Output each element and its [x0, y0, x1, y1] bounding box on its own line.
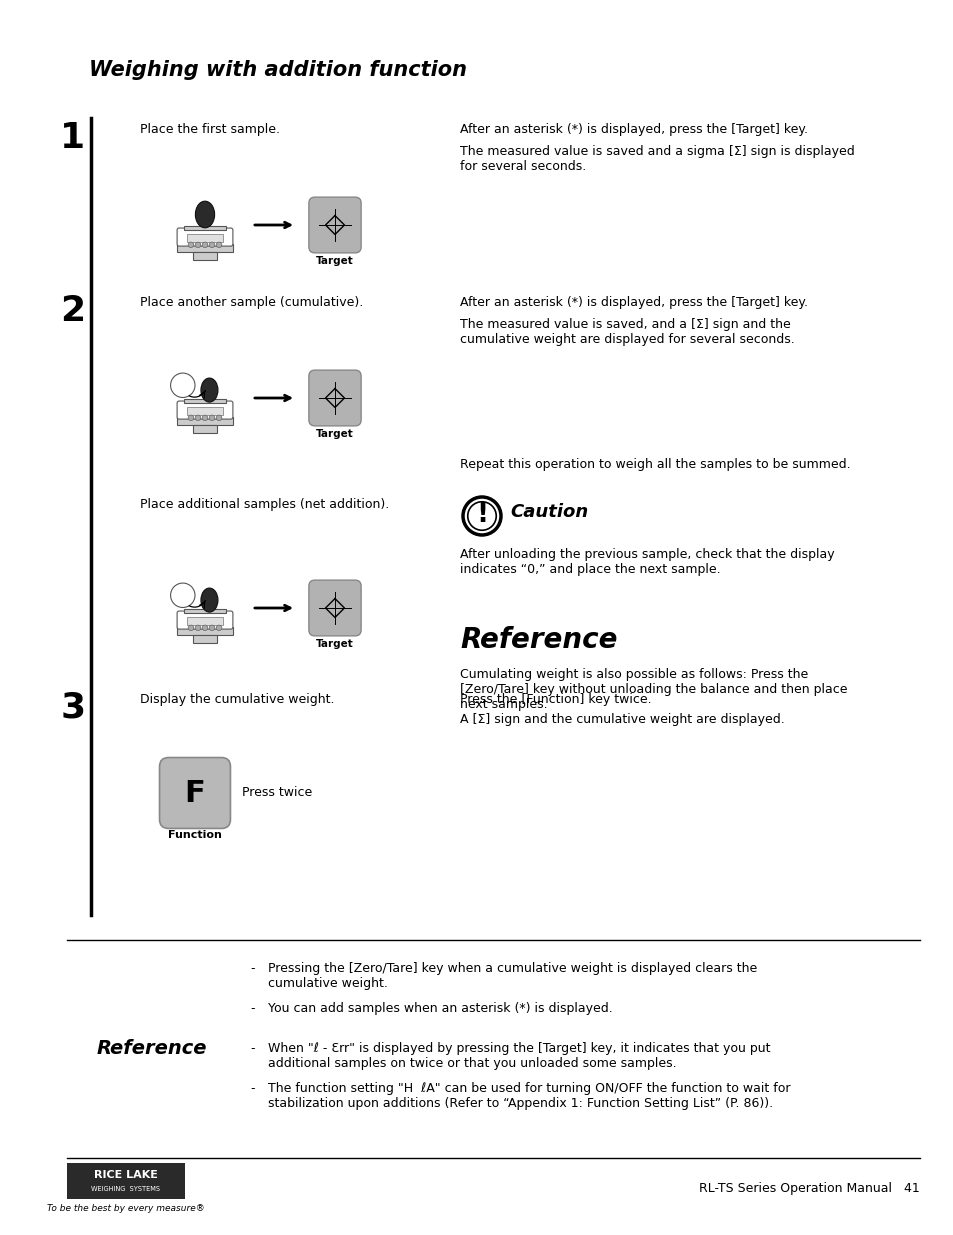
Text: Display the cumulative weight.: Display the cumulative weight.: [140, 693, 335, 706]
Text: A [Σ] sign and the cumulative weight are displayed.: A [Σ] sign and the cumulative weight are…: [459, 713, 784, 726]
Circle shape: [202, 625, 208, 631]
Circle shape: [188, 625, 193, 631]
FancyBboxPatch shape: [309, 198, 361, 253]
Text: Pressing the [Zero/Tare] key when a cumulative weight is displayed clears the
cu: Pressing the [Zero/Tare] key when a cumu…: [268, 962, 757, 990]
Text: Target: Target: [315, 429, 354, 438]
Bar: [193, 425, 216, 432]
Text: The function setting "Η  ℓΑ" can be used for turning ON/OFF the function to wait: The function setting "Η ℓΑ" can be used …: [268, 1082, 790, 1110]
Text: Target: Target: [315, 256, 354, 266]
FancyBboxPatch shape: [309, 580, 361, 636]
Circle shape: [202, 242, 208, 247]
FancyBboxPatch shape: [177, 228, 233, 246]
Bar: [177, 627, 233, 635]
Circle shape: [462, 496, 500, 535]
Text: RL-TS Series Operation Manual   41: RL-TS Series Operation Manual 41: [699, 1182, 919, 1195]
Text: Cumulating weight is also possible as follows: Press the
[Zero/Tare] key without: Cumulating weight is also possible as fo…: [459, 668, 846, 711]
Bar: [193, 635, 216, 642]
Text: Reference: Reference: [96, 1040, 207, 1058]
Bar: [187, 408, 223, 415]
Text: To be the best by every measure®: To be the best by every measure®: [47, 1204, 205, 1213]
Text: RICE LAKE: RICE LAKE: [94, 1170, 158, 1179]
Text: -: -: [250, 1042, 254, 1055]
FancyBboxPatch shape: [177, 611, 233, 629]
Text: 2: 2: [60, 294, 86, 329]
Text: The measured value is saved and a sigma [Σ] sign is displayed
for several second: The measured value is saved and a sigma …: [459, 144, 854, 173]
Bar: [183, 609, 226, 613]
Text: Press the [Function] key twice.: Press the [Function] key twice.: [459, 693, 651, 706]
Text: After unloading the previous sample, check that the display
indicates “0,” and p: After unloading the previous sample, che…: [459, 548, 834, 576]
Text: Place the first sample.: Place the first sample.: [140, 124, 280, 136]
Circle shape: [195, 415, 200, 421]
Text: 3: 3: [60, 692, 86, 725]
Bar: [177, 417, 233, 425]
Bar: [187, 235, 223, 242]
Text: -: -: [250, 1002, 254, 1015]
Circle shape: [467, 501, 496, 530]
Text: When "ℓ - Ɛrr" is displayed by pressing the [Target] key, it indicates that you : When "ℓ - Ɛrr" is displayed by pressing …: [268, 1042, 770, 1070]
Bar: [67, 1163, 185, 1199]
Circle shape: [188, 415, 193, 421]
Circle shape: [216, 415, 222, 421]
Circle shape: [209, 415, 214, 421]
Circle shape: [209, 625, 214, 631]
Circle shape: [171, 373, 194, 398]
Text: -: -: [250, 962, 254, 974]
Circle shape: [202, 415, 208, 421]
Text: -: -: [250, 1082, 254, 1095]
Text: After an asterisk (*) is displayed, press the [Target] key.: After an asterisk (*) is displayed, pres…: [459, 124, 807, 136]
Bar: [193, 252, 216, 259]
Text: F: F: [185, 778, 205, 808]
Bar: [187, 618, 223, 625]
Text: You can add samples when an asterisk (*) is displayed.: You can add samples when an asterisk (*)…: [268, 1002, 612, 1015]
Text: After an asterisk (*) is displayed, press the [Target] key.: After an asterisk (*) is displayed, pres…: [459, 296, 807, 309]
Text: Caution: Caution: [510, 503, 588, 521]
Text: 1: 1: [60, 121, 86, 156]
Ellipse shape: [201, 378, 217, 403]
Text: Reference: Reference: [459, 626, 617, 655]
Text: Function: Function: [168, 830, 222, 841]
Text: Place additional samples (net addition).: Place additional samples (net addition).: [140, 498, 389, 511]
FancyBboxPatch shape: [309, 370, 361, 426]
FancyBboxPatch shape: [159, 757, 231, 829]
Text: !: !: [476, 501, 488, 529]
Text: Repeat this operation to weigh all the samples to be summed.: Repeat this operation to weigh all the s…: [459, 458, 850, 471]
Text: The measured value is saved, and a [Σ] sign and the
cumulative weight are displa: The measured value is saved, and a [Σ] s…: [459, 317, 794, 346]
Bar: [183, 226, 226, 230]
Text: Press twice: Press twice: [242, 787, 312, 799]
Circle shape: [171, 583, 194, 608]
Text: WEIGHING  SYSTEMS: WEIGHING SYSTEMS: [91, 1186, 160, 1192]
Text: Place another sample (cumulative).: Place another sample (cumulative).: [140, 296, 363, 309]
Text: Target: Target: [315, 638, 354, 648]
Bar: [183, 399, 226, 403]
Circle shape: [188, 242, 193, 247]
Circle shape: [209, 242, 214, 247]
Ellipse shape: [195, 201, 214, 227]
Ellipse shape: [201, 588, 217, 613]
Circle shape: [195, 242, 200, 247]
Text: Weighing with addition function: Weighing with addition function: [89, 61, 467, 80]
Circle shape: [216, 625, 222, 631]
Bar: [177, 245, 233, 252]
FancyBboxPatch shape: [177, 401, 233, 419]
Circle shape: [195, 625, 200, 631]
Circle shape: [216, 242, 222, 247]
